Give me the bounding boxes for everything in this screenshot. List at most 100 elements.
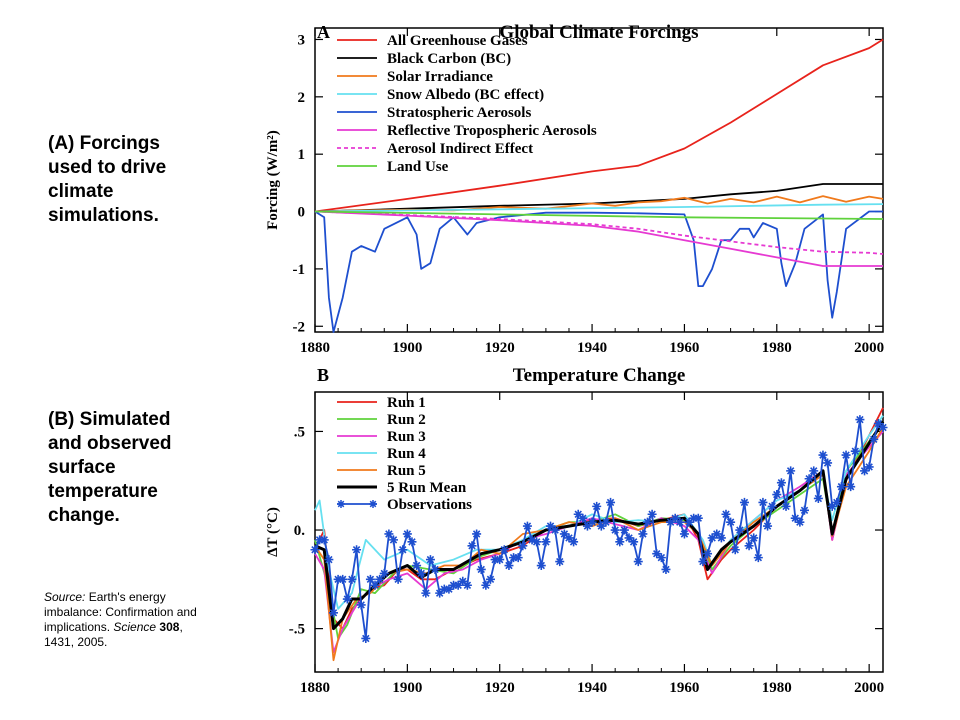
observation-point [749,533,759,543]
legend-label: Reflective Tropospheric Aerosols [387,123,597,139]
observation-point [462,580,472,590]
observation-point [333,574,343,584]
observation-point [818,450,828,460]
observation-point [624,533,634,543]
observation-point [319,535,329,545]
observation-point [513,553,523,563]
observation-point [633,557,643,567]
observation-point [412,561,422,571]
observation-point [490,555,500,565]
observation-point [776,478,786,488]
observation-point [564,533,574,543]
observation-point [836,482,846,492]
observation-point [841,450,851,460]
panel-letter-b: B [317,365,329,385]
series-line-reflective-tropospheric-aerosols [314,210,883,267]
observation-point [541,537,551,547]
caption-temperature: (B) Simulated and observed surface tempe… [48,409,172,526]
observation-point [855,415,865,425]
observation-point [790,513,800,523]
observation-point [435,588,445,598]
observation-point [592,501,602,511]
observation-point [555,557,565,567]
observation-point [767,501,777,511]
source-text: Earth's energy imbalance: Confirmation a… [44,590,197,634]
x-tick-label: 1980 [762,680,792,696]
x-tick-label: 1920 [485,340,515,356]
source-pages: , 1431, 2005. [44,620,183,649]
observation-point [559,529,569,539]
observation-point [407,537,417,547]
observation-point [569,537,579,547]
series-line-black-carbon-bc- [314,183,883,213]
observation-point [458,576,468,586]
y-tick-label: 0. [294,523,306,539]
y-tick-label: -2 [293,319,306,335]
observation-point [536,561,546,571]
y-tick-label: -.5 [289,622,305,638]
observation-point [361,633,371,643]
observation-point [356,600,366,610]
legend-marker [337,500,345,508]
observation-point [338,574,348,584]
observation-point [763,521,773,531]
observation-point [587,517,597,527]
series-line-snow-albedo-bc-effect- [314,203,884,213]
observation-point [804,474,814,484]
observation-point [398,545,408,555]
source-journal: Science [113,620,157,634]
observation-point [846,482,856,492]
observation-point [421,588,431,598]
observation-point [449,580,459,590]
observation-point [707,533,717,543]
observation-point [578,513,588,523]
observation-point [546,521,556,531]
observation-point [606,497,616,507]
observation-point [430,564,440,574]
legend-label: 5 Run Mean [387,480,467,496]
observation-point [352,545,362,555]
observation-point [389,535,399,545]
plot-frame-a [314,27,884,333]
observation-point [670,513,680,523]
observation-point [601,517,611,527]
observation-point [813,493,823,503]
series-line-observations [314,418,884,640]
observation-point [509,553,519,563]
legend-label: Observations [387,497,472,513]
observation-point [425,555,435,565]
observation-point [485,574,495,584]
x-tick-label: 1940 [577,680,607,696]
x-tick-label: 1980 [762,340,792,356]
plot-frame-b [314,391,884,673]
legend-label: Run 3 [387,429,426,445]
observation-point [495,555,505,565]
observation-point [684,517,694,527]
observation-point [758,497,768,507]
observation-point [619,525,629,535]
x-tick-label: 1900 [392,340,422,356]
observation-point [781,501,791,511]
observation-point [328,608,338,618]
x-tick-label: 2000 [854,340,884,356]
observation-point [439,584,449,594]
observation-point [384,529,394,539]
legend-label: All Greenhouse Gases [387,33,528,49]
observation-point [347,574,357,584]
observation-point [689,513,699,523]
observation-point [642,517,652,527]
observation-point [481,580,491,590]
caption-forcings: (A) Forcings used to drive climate simul… [48,133,167,226]
observation-point [661,564,671,574]
y-axis-label-b: ΔT (°C) [265,507,281,557]
observation-point [610,525,620,535]
observation-point [744,541,754,551]
observation-point [476,564,486,574]
observation-point [596,521,606,531]
observation-point [860,466,870,476]
observation-point [629,537,639,547]
observation-point [444,584,454,594]
observation-point [310,545,320,555]
series-line-all-greenhouse-gases [314,38,884,213]
